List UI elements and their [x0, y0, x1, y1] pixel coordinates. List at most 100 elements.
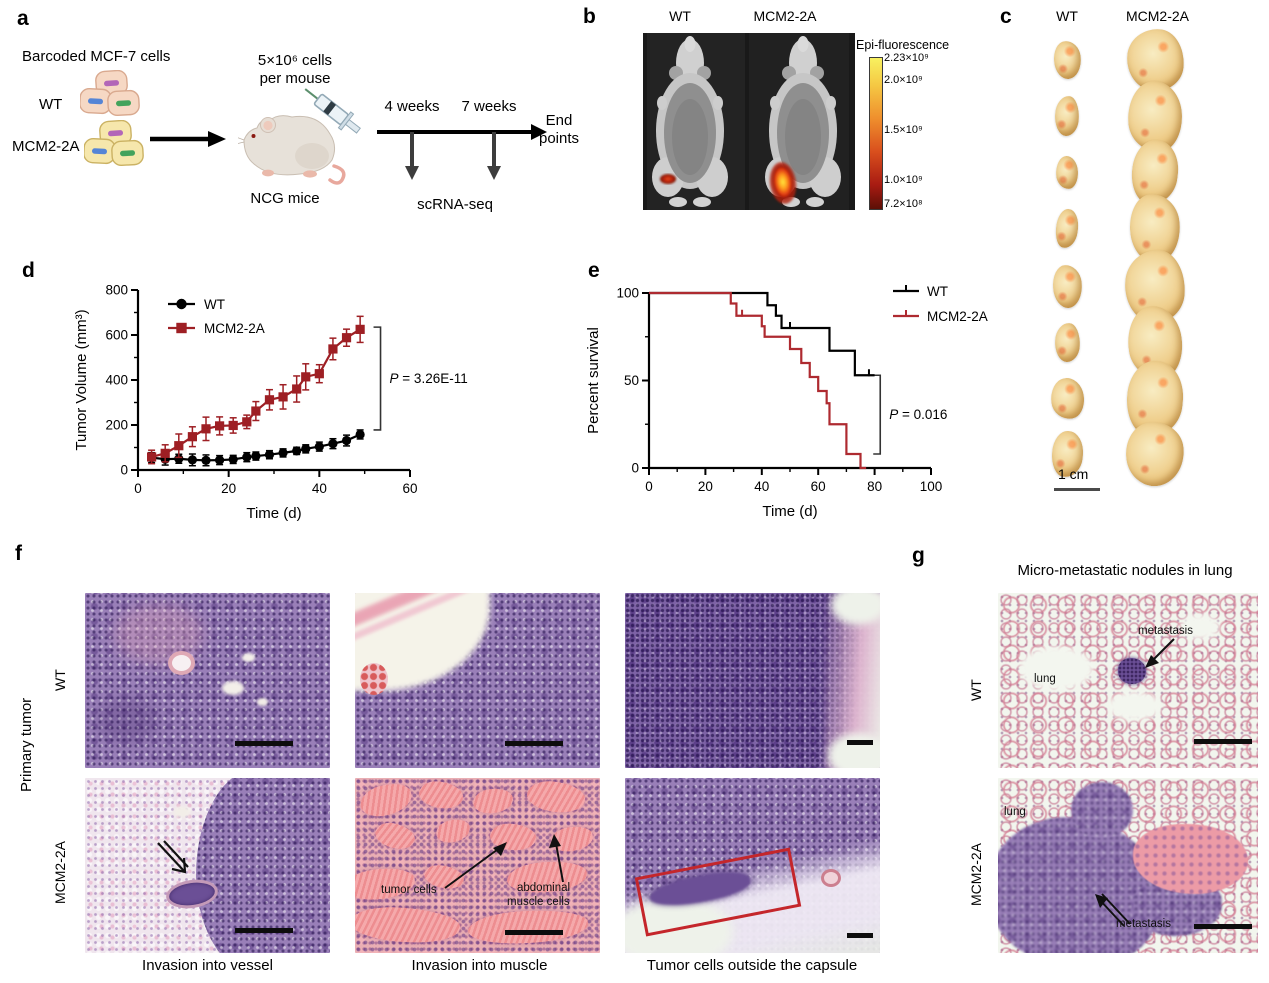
svg-text:Time (d): Time (d) — [762, 503, 817, 520]
panel-c-wt-label: WT — [1056, 8, 1078, 24]
svg-text:20: 20 — [698, 479, 713, 494]
colorbar-tick: 1.5×10⁹ — [884, 124, 923, 136]
mcm-metastasis-label: metastasis — [1116, 918, 1171, 930]
f4-scale-bar — [235, 928, 293, 933]
panel-d-letter: d — [22, 259, 35, 282]
svg-text:50: 50 — [624, 373, 639, 388]
svg-text:WT: WT — [927, 284, 948, 299]
endpoints-line1: End — [545, 112, 573, 129]
panel-e-letter: e — [588, 259, 600, 282]
tumor-photo — [1053, 207, 1081, 249]
mcm-lung-label: lung — [1004, 806, 1026, 818]
svg-text:MCM2-2A: MCM2-2A — [204, 321, 265, 336]
wt-metastasis-arrow-icon — [1145, 638, 1175, 668]
scrna-label: scRNA-seq — [417, 196, 493, 213]
svg-text:60: 60 — [402, 481, 417, 496]
svg-text:80: 80 — [867, 479, 882, 494]
vessel-arrow-icon — [156, 840, 189, 874]
hist-wt-muscle-image — [355, 593, 600, 768]
svg-text:60: 60 — [811, 479, 826, 494]
cells-per-mouse-line1: 5×10⁶ cells — [257, 52, 333, 69]
panel-c-mcm-label: MCM2-2A — [1125, 8, 1189, 24]
primary-tumor-group-label: Primary tumor — [18, 697, 35, 793]
hist-wt-capsule-image — [625, 593, 880, 768]
panel-a-wt-label: WT — [39, 96, 63, 113]
hist-wt-vessel-image — [85, 593, 330, 768]
muscle-cells-arrow-icon — [549, 834, 564, 883]
svg-text:0: 0 — [120, 463, 128, 478]
wt-metastasis-label: metastasis — [1138, 625, 1193, 637]
f-caption-capsule: Tumor cells outside the capsule — [646, 957, 858, 974]
colorbar — [869, 57, 883, 210]
panel-a-letter: a — [17, 7, 29, 30]
f2-scale-bar — [505, 741, 563, 746]
f-row-wt-label: WT — [52, 669, 68, 691]
wt-lung-label: lung — [1034, 673, 1056, 685]
svg-text:P = 3.26E-11: P = 3.26E-11 — [390, 371, 468, 386]
scalebar-1cm-label: 1 cm — [1058, 466, 1089, 482]
mouse-fluorescence-image — [643, 33, 855, 210]
tumor-photo — [1050, 263, 1084, 309]
svg-text:20: 20 — [221, 481, 236, 496]
cells-per-mouse-line2: per mouse — [259, 70, 331, 87]
flow-arrow-icon — [150, 131, 226, 147]
hist-mcm-muscle-image: tumor cells abdominal muscle cells — [355, 778, 600, 953]
svg-text:200: 200 — [105, 418, 128, 433]
muscle-cells-annotation-line2: muscle cells — [507, 896, 570, 908]
svg-text:Percent survival: Percent survival — [585, 327, 602, 434]
scalebar-1cm-line — [1054, 488, 1100, 491]
tumor-cells-annotation: tumor cells — [381, 884, 437, 896]
panel-f-letter: f — [15, 542, 22, 565]
panel-g-title: Micro-metastatic nodules in lung — [1017, 562, 1233, 579]
f-row-mcm-label: MCM2-2A — [52, 841, 68, 905]
panel-a-mcm-label: MCM2-2A — [12, 138, 80, 155]
svg-text:400: 400 — [105, 373, 128, 388]
panel-c-letter: c — [1000, 5, 1012, 28]
mouse-icon — [238, 115, 346, 185]
tumor-photo — [1053, 321, 1081, 363]
f3-scale-bar — [847, 740, 873, 745]
svg-text:0: 0 — [134, 481, 142, 496]
g-row-mcm-label: MCM2-2A — [968, 843, 984, 907]
mcm-metastasis-arrow-icon — [1095, 893, 1131, 927]
mouse-label: NCG mice — [250, 190, 320, 207]
svg-text:40: 40 — [754, 479, 769, 494]
svg-text:600: 600 — [105, 328, 128, 343]
hist-mcm-capsule-image — [625, 778, 880, 953]
svg-text:0: 0 — [631, 461, 639, 476]
svg-text:Time (d): Time (d) — [246, 505, 301, 522]
mcm-cells-icon — [84, 120, 144, 167]
timeline-arrow-icon — [377, 124, 547, 180]
panel-g-letter: g — [912, 544, 925, 567]
svg-text:100: 100 — [616, 286, 639, 301]
tumor-photo — [1051, 39, 1083, 81]
hist-mcm-vessel-image — [85, 778, 330, 953]
svg-text:WT: WT — [204, 297, 225, 312]
svg-text:0: 0 — [645, 479, 653, 494]
panel-a-title: Barcoded MCF-7 cells — [22, 48, 171, 65]
panel-b-letter: b — [583, 5, 596, 28]
tumor-photo — [1053, 95, 1081, 137]
f-caption-vessel: Invasion into vessel — [142, 957, 273, 974]
hist-mcm-lung-image: metastasis lung — [998, 778, 1258, 953]
colorbar-tick: 7.2×10⁸ — [884, 198, 923, 210]
tumor-photo — [1122, 419, 1188, 489]
tumor-cells-arrow-icon — [444, 842, 507, 889]
svg-text:Tumor Volume (mm³): Tumor Volume (mm³) — [73, 309, 90, 450]
colorbar-tick: 2.23×10⁹ — [884, 52, 929, 64]
g-row-wt-label: WT — [968, 679, 984, 701]
week7-label: 7 weeks — [461, 98, 517, 115]
panel-b-mcm-label: MCM2-2A — [753, 8, 817, 24]
endpoints-line2: points — [538, 130, 580, 147]
syringe-icon — [304, 88, 361, 134]
colorbar-tick: 1.0×10⁹ — [884, 174, 923, 186]
survival-chart: 0 20 40 60 80 100 0 50 100 Time (d) Percent surviv… — [585, 284, 988, 520]
wt-cells-icon — [80, 70, 140, 117]
svg-text:MCM2-2A: MCM2-2A — [927, 309, 988, 324]
tumor-photo — [1047, 375, 1087, 421]
week4-label: 4 weeks — [384, 98, 440, 115]
svg-text:40: 40 — [312, 481, 327, 496]
tumor-photo — [1055, 154, 1079, 190]
